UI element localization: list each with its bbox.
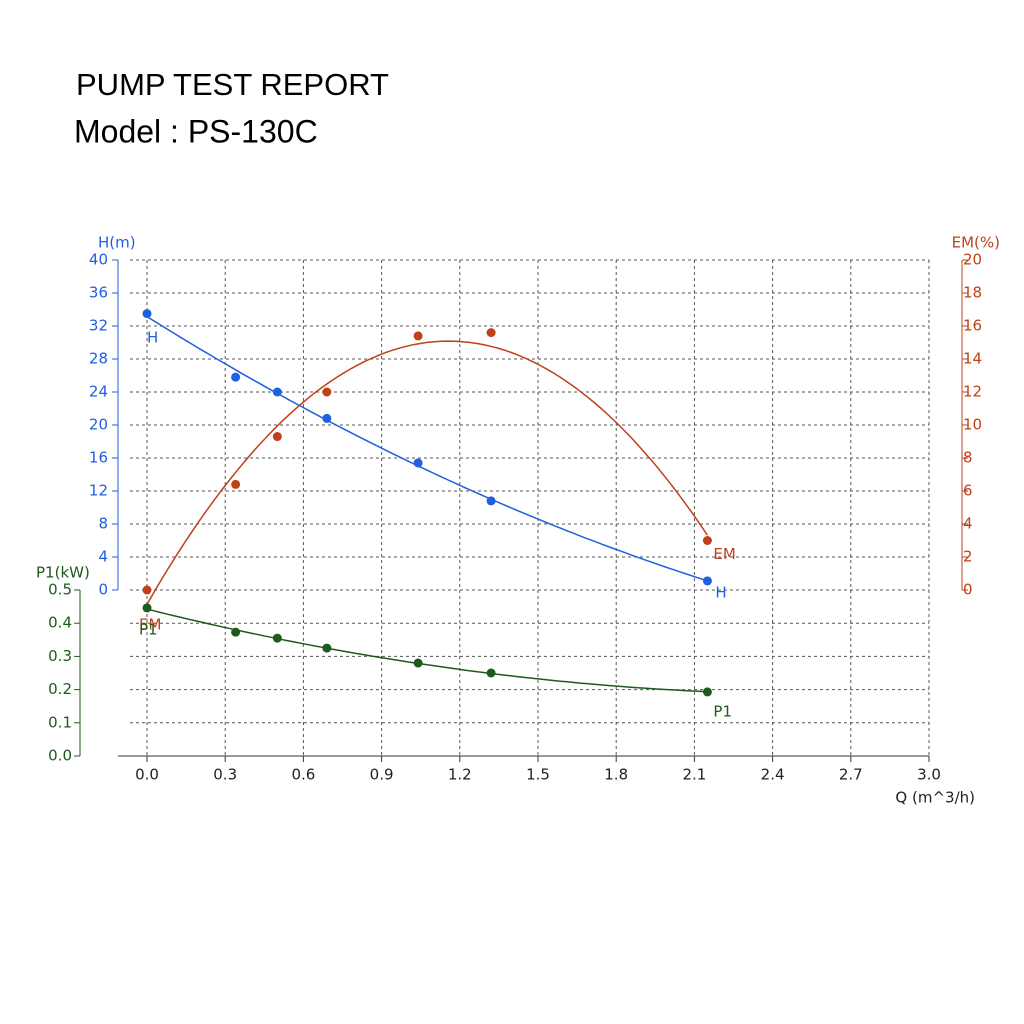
data-point <box>486 328 496 338</box>
y3-tick-label: 0.1 <box>48 713 72 731</box>
x-tick-label: 1.5 <box>526 766 550 784</box>
y-axis-label: H(m) <box>98 234 136 252</box>
x-tick-label: 0.6 <box>291 766 315 784</box>
y-tick-label: 4 <box>98 548 108 566</box>
data-point <box>322 413 332 423</box>
x-tick-label: 3.0 <box>917 766 941 784</box>
data-point <box>231 479 241 489</box>
y3-tick-label: 0.5 <box>48 581 72 599</box>
x-tick-label: 2.4 <box>761 766 785 784</box>
y-tick-label: 28 <box>89 350 108 368</box>
x-tick-label: 0.0 <box>135 766 159 784</box>
data-point <box>702 576 712 586</box>
y3-tick-label: 0.2 <box>48 680 72 698</box>
trend-curve <box>146 315 708 582</box>
y2-axis-label: EM(%) <box>952 234 1000 252</box>
x-tick-label: 0.9 <box>370 766 394 784</box>
series-label: P1 <box>713 702 732 720</box>
y2-tick-label: 6 <box>963 482 973 500</box>
series-label: EM <box>139 616 161 634</box>
data-point <box>413 458 423 468</box>
x-tick-label: 1.8 <box>604 766 628 784</box>
y2-tick-label: 18 <box>963 284 982 302</box>
data-point <box>142 585 152 595</box>
y2-tick-label: 10 <box>963 416 982 434</box>
y2-tick-label: 16 <box>963 317 982 335</box>
x-tick-label: 0.3 <box>213 766 237 784</box>
data-point <box>231 627 241 637</box>
series-label: P1 <box>139 620 158 638</box>
data-point <box>322 643 332 653</box>
data-point <box>142 309 152 319</box>
series-label: H <box>715 583 726 601</box>
data-point <box>486 668 496 678</box>
data-point <box>702 687 712 697</box>
y3-axis-label: P1(kW) <box>36 564 90 582</box>
x-tick-label: 2.7 <box>839 766 863 784</box>
y3-tick-label: 0.4 <box>48 614 72 632</box>
y3-tick-label: 0.0 <box>48 747 72 765</box>
y2-tick-label: 0 <box>963 581 973 599</box>
y-tick-label: 8 <box>98 515 108 533</box>
x-axis-label: Q (m^3/h) <box>895 789 975 807</box>
y-tick-label: 32 <box>89 317 108 335</box>
chart-title: PUMP TEST REPORT <box>76 67 389 102</box>
data-point <box>702 536 712 545</box>
x-tick-label: 2.1 <box>682 766 706 784</box>
series-label: H <box>147 329 158 347</box>
chart-subtitle: Model : PS-130C <box>74 113 318 149</box>
y-tick-label: 20 <box>89 416 108 434</box>
data-point <box>272 432 282 442</box>
y-tick-label: 40 <box>89 251 108 269</box>
y3-tick-label: 0.3 <box>48 647 72 665</box>
data-point <box>272 633 282 643</box>
y-tick-label: 0 <box>98 581 108 599</box>
data-point <box>272 387 282 397</box>
y2-tick-label: 4 <box>963 515 973 533</box>
y2-tick-label: 14 <box>963 350 982 368</box>
y2-tick-label: 2 <box>963 548 973 566</box>
data-point <box>322 387 332 397</box>
data-point <box>142 603 152 613</box>
trend-curve <box>146 608 708 693</box>
y2-tick-label: 8 <box>963 449 973 467</box>
y2-tick-label: 20 <box>963 251 982 269</box>
data-point <box>413 658 423 668</box>
data-point <box>231 372 241 382</box>
trend-curve <box>146 340 709 605</box>
y2-tick-label: 12 <box>963 383 982 401</box>
data-point <box>413 331 423 341</box>
data-point <box>486 496 496 506</box>
y-tick-label: 12 <box>89 482 108 500</box>
y-tick-label: 24 <box>89 383 108 401</box>
x-tick-label: 1.2 <box>448 766 472 784</box>
y-tick-label: 16 <box>89 449 108 467</box>
series-label: EM <box>713 545 735 563</box>
y-tick-label: 36 <box>89 284 108 302</box>
